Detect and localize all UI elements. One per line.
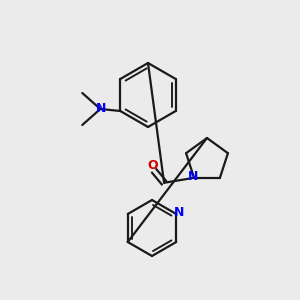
Text: N: N: [188, 170, 198, 183]
Text: N: N: [174, 206, 184, 218]
Text: O: O: [148, 159, 158, 172]
Text: N: N: [96, 101, 106, 115]
